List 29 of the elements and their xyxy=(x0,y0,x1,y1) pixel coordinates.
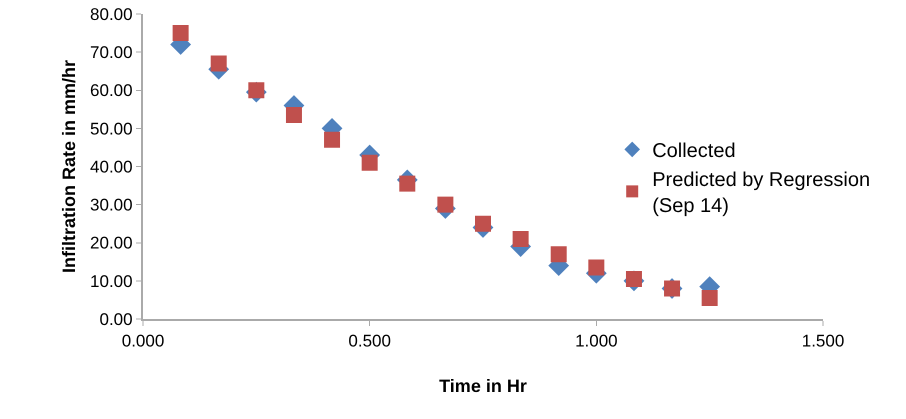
y-tick-label: 80.00 xyxy=(90,4,133,24)
point xyxy=(210,56,227,72)
y-axis-title: Infiltration Rate in mm/hr xyxy=(58,60,79,274)
point xyxy=(475,216,491,232)
y-tick-label: 20.00 xyxy=(90,234,133,253)
point xyxy=(550,246,567,262)
point xyxy=(588,260,604,276)
point xyxy=(437,196,454,213)
y-tick-label: 50.00 xyxy=(90,119,133,138)
y-tick-label: 60.00 xyxy=(90,81,133,100)
x-tick-label: 1.500 xyxy=(802,331,844,350)
y-tick-label: 0.00 xyxy=(100,310,133,329)
legend-label: Predicted by Regression (Sep 14) xyxy=(652,169,870,218)
y-tick-label: 40.00 xyxy=(90,157,133,176)
point xyxy=(399,176,416,192)
x-tick-label: 0.500 xyxy=(348,331,391,350)
point xyxy=(172,25,189,42)
point xyxy=(286,107,302,124)
y-tick-label: 30.00 xyxy=(90,196,133,215)
point xyxy=(324,132,340,148)
x-tick-label: 1.000 xyxy=(575,331,618,350)
legend-label: Collected xyxy=(652,140,736,162)
y-tick-label: 10.00 xyxy=(90,272,133,291)
y-tick-label: 70.00 xyxy=(90,43,133,62)
point xyxy=(512,230,529,247)
point xyxy=(702,290,718,306)
point xyxy=(362,154,378,171)
x-axis-title: Time in Hr xyxy=(439,376,527,396)
x-tick-label: 0.000 xyxy=(122,331,164,350)
